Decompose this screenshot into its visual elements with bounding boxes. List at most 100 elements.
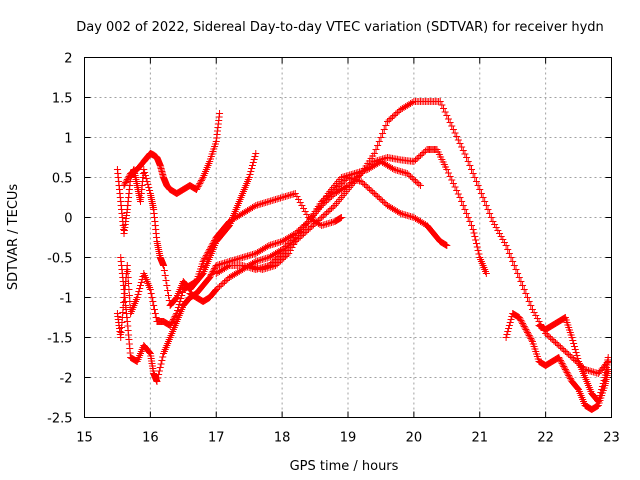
data-point [410,176,418,183]
data-point [489,218,497,225]
x-tick-label: 22 [537,431,554,446]
data-point [526,333,534,341]
data-point [410,158,418,165]
data-point [212,286,220,293]
data-point [201,255,209,262]
data-point [454,190,462,198]
data-point [219,280,227,287]
data-point [313,218,321,226]
data-point [421,147,429,155]
data-point [509,258,517,265]
data-point [516,315,524,323]
data-point [329,203,337,211]
data-point [441,108,449,116]
data-point [178,289,186,296]
data-point [568,354,576,361]
data-point [280,254,288,262]
data-point [543,331,551,339]
data-point [251,153,259,160]
data-point [595,395,603,402]
data-point [367,187,375,194]
data-point [374,142,382,149]
x-tick-label: 20 [406,431,423,446]
data-point [573,352,581,359]
data-point [275,259,283,266]
y-tick-label: -2 [60,372,73,387]
data-point [525,298,533,305]
data-point [384,118,392,125]
data-point [393,109,401,116]
data-point [196,180,204,187]
data-point [281,253,289,260]
data-point [296,229,304,236]
data-point [380,199,388,206]
data-point [524,330,532,338]
data-point [377,196,385,203]
data-point [209,240,217,247]
data-point [216,283,224,290]
data-point [515,314,523,321]
data-point [216,110,224,117]
data-point [471,174,479,181]
data-point [250,203,258,210]
data-point [291,238,299,245]
data-point [415,180,423,188]
data-point [151,310,159,317]
data-point [202,253,210,261]
data-point [451,129,459,137]
data-point [141,169,149,176]
y-axis-label: SDTVAR / TECUs [6,184,21,291]
series-track-f [212,98,612,377]
data-point [502,334,510,341]
data-point [500,239,508,246]
data-point [555,354,563,361]
data-point [484,206,492,213]
data-point [550,337,558,345]
data-point [177,295,185,302]
data-point [548,336,556,343]
data-point [507,316,515,323]
data-point [364,184,372,191]
data-point [456,194,464,201]
data-point [304,226,312,233]
data-point [365,185,373,193]
data-point [504,246,512,253]
data-point [572,349,580,356]
data-point [210,238,218,246]
data-point [556,343,564,351]
data-point [446,173,454,180]
data-point [503,331,511,338]
data-point [224,263,232,270]
data-point [359,179,367,187]
x-tick-label: 19 [340,431,357,446]
data-point [475,250,483,258]
y-tick-label: 2 [64,52,72,67]
data-point [451,183,459,191]
data-point [375,138,383,145]
data-point [203,250,211,258]
data-point [566,352,574,360]
data-point [146,349,154,356]
data-point [248,165,256,172]
data-point [518,318,526,326]
data-point [273,260,281,268]
y-tick-label: -0.5 [47,252,72,267]
data-point [285,250,293,257]
y-tick-label: -1.5 [47,332,72,347]
data-points [113,98,612,413]
data-point [247,168,255,175]
data-point [453,133,461,140]
data-point [561,366,569,373]
data-point [157,360,165,368]
y-tick-label: 1 [64,132,72,147]
data-point [492,224,500,231]
data-point [487,214,495,221]
data-point [283,245,291,253]
data-point [463,210,471,217]
data-point [522,326,530,333]
data-point [295,232,303,239]
data-point [211,237,219,244]
data-point [202,252,210,259]
data-point [522,290,530,297]
